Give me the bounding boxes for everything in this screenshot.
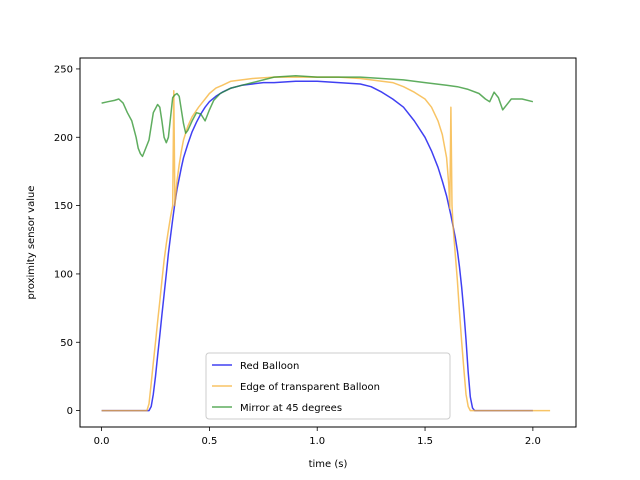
series-line-edge-of-transparent-balloon	[101, 76, 551, 412]
legend-box	[205, 352, 451, 420]
y-tick-label: 100	[54, 269, 73, 280]
x-tick-label: 0.5	[201, 436, 217, 447]
x-tick-label: 1.5	[417, 436, 433, 447]
y-tick-label: 250	[54, 64, 73, 75]
y-tick-label: 50	[60, 338, 73, 349]
x-tick-label: 0.0	[94, 436, 110, 447]
y-tick-label: 200	[54, 133, 73, 144]
y-tick-label: 150	[54, 201, 73, 212]
series-line-red-balloon	[101, 80, 533, 412]
series-line-mirror-at-45-degrees	[101, 75, 534, 158]
y-tick-label: 0	[67, 406, 73, 417]
legend: Red Balloon Edge of transparent Balloon …	[205, 352, 451, 420]
legend-label-transparent-balloon: Edge of transparent Balloon	[240, 382, 380, 393]
y-axis: 0 50 100 150 200 250	[54, 64, 80, 417]
axes-frame	[79, 57, 577, 428]
x-axis: 0.0 0.5 1.0 1.5 2.0	[94, 427, 541, 447]
legend-label-mirror: Mirror at 45 degrees	[240, 403, 342, 414]
y-axis-label: proximity sensor value	[26, 186, 37, 300]
legend-label-red-balloon: Red Balloon	[240, 361, 299, 372]
x-axis-label: time (s)	[309, 459, 348, 470]
x-tick-label: 1.0	[309, 436, 325, 447]
plot-area	[101, 75, 551, 412]
x-tick-label: 2.0	[525, 436, 541, 447]
